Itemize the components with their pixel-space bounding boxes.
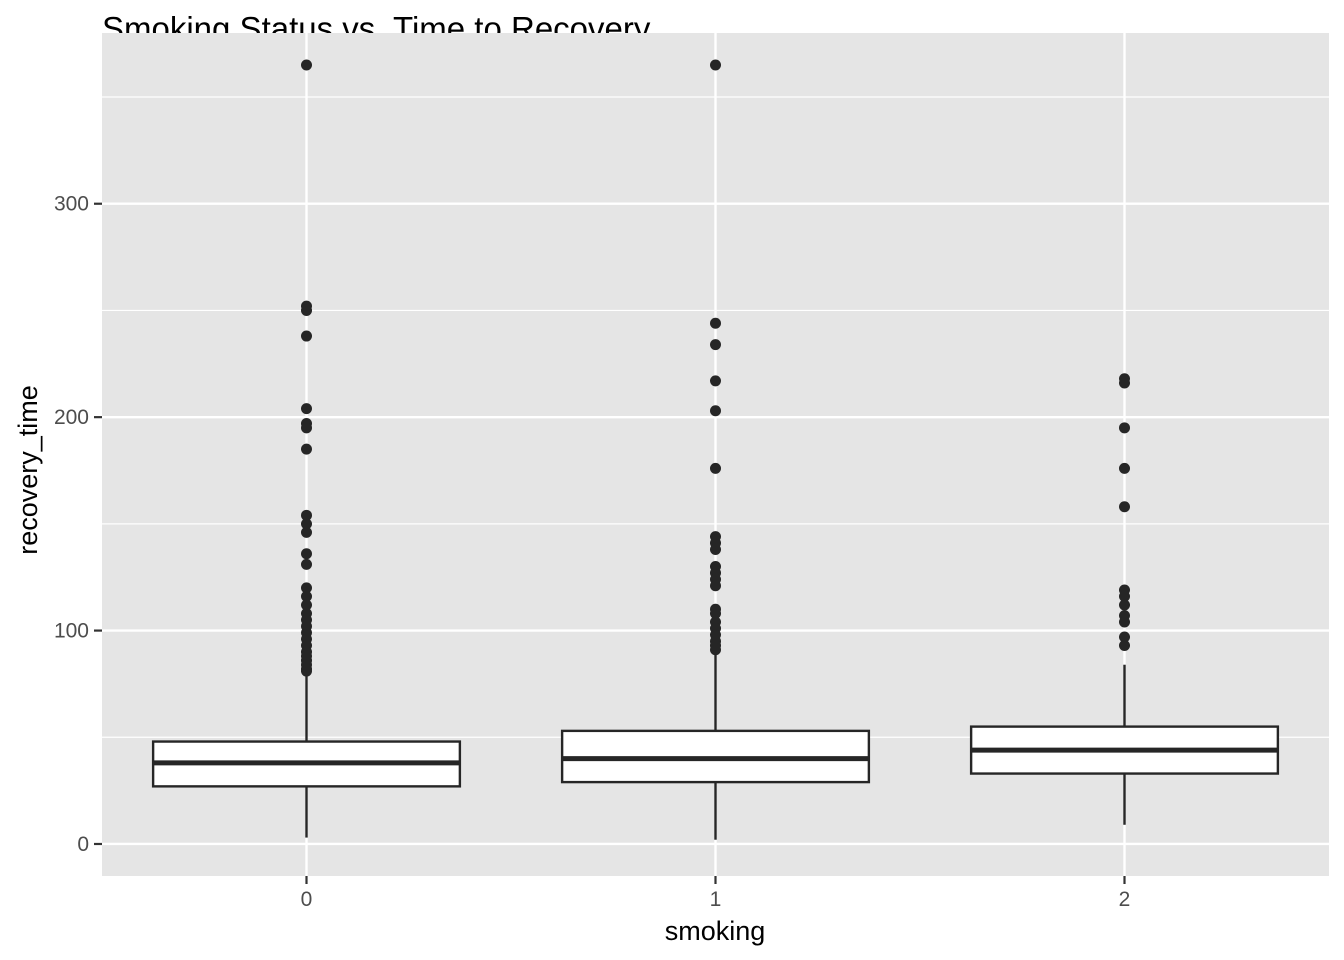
outlier-point	[710, 59, 721, 71]
outlier-point	[1119, 599, 1130, 611]
outlier-point	[1119, 501, 1130, 513]
outlier-point	[1119, 640, 1130, 652]
outlier-point	[301, 599, 312, 611]
outlier-point	[301, 665, 312, 677]
outlier-point	[1119, 616, 1130, 628]
outlier-point	[301, 422, 312, 434]
outlier-point	[710, 339, 721, 351]
outlier-point	[301, 558, 312, 570]
x-axis: 0 1 2	[301, 876, 1131, 911]
outlier-point	[1119, 377, 1130, 389]
y-axis: 0 100 200 300	[54, 193, 102, 856]
outlier-point	[301, 548, 312, 560]
box-group-2	[969, 373, 1280, 825]
outlier-point	[1119, 590, 1130, 602]
y-tick-label: 200	[54, 406, 89, 429]
box-group-1	[560, 59, 871, 840]
outlier-point	[1119, 422, 1130, 434]
outlier-point	[301, 590, 312, 602]
outlier-point	[301, 443, 312, 455]
x-axis-title: smoking	[665, 916, 766, 946]
outlier-point	[710, 405, 721, 417]
y-tick-label: 100	[54, 620, 89, 643]
outlier-point	[301, 59, 312, 71]
y-tick-label: 0	[77, 833, 89, 856]
y-tick-label: 300	[54, 193, 89, 216]
plot-panel	[102, 33, 1329, 876]
outlier-point	[1119, 462, 1130, 474]
outlier-point	[301, 526, 312, 538]
outlier-point	[301, 403, 312, 415]
outlier-point	[301, 582, 312, 594]
box-group-0	[151, 59, 462, 838]
x-tick-label: 1	[710, 888, 722, 911]
outlier-point	[710, 543, 721, 555]
x-tick-label: 2	[1119, 888, 1131, 911]
outlier-point	[710, 580, 721, 592]
outlier-point	[301, 509, 312, 521]
outlier-point	[710, 462, 721, 474]
outlier-point	[301, 330, 312, 342]
outlier-point	[710, 644, 721, 656]
y-axis-title: recovery_time	[13, 385, 43, 555]
outlier-point	[710, 607, 721, 619]
outlier-point	[710, 317, 721, 329]
outlier-point	[1119, 631, 1130, 643]
outlier-point	[301, 304, 312, 316]
x-tick-label: 0	[301, 888, 313, 911]
outlier-point	[710, 375, 721, 387]
outlier-point	[301, 518, 312, 530]
